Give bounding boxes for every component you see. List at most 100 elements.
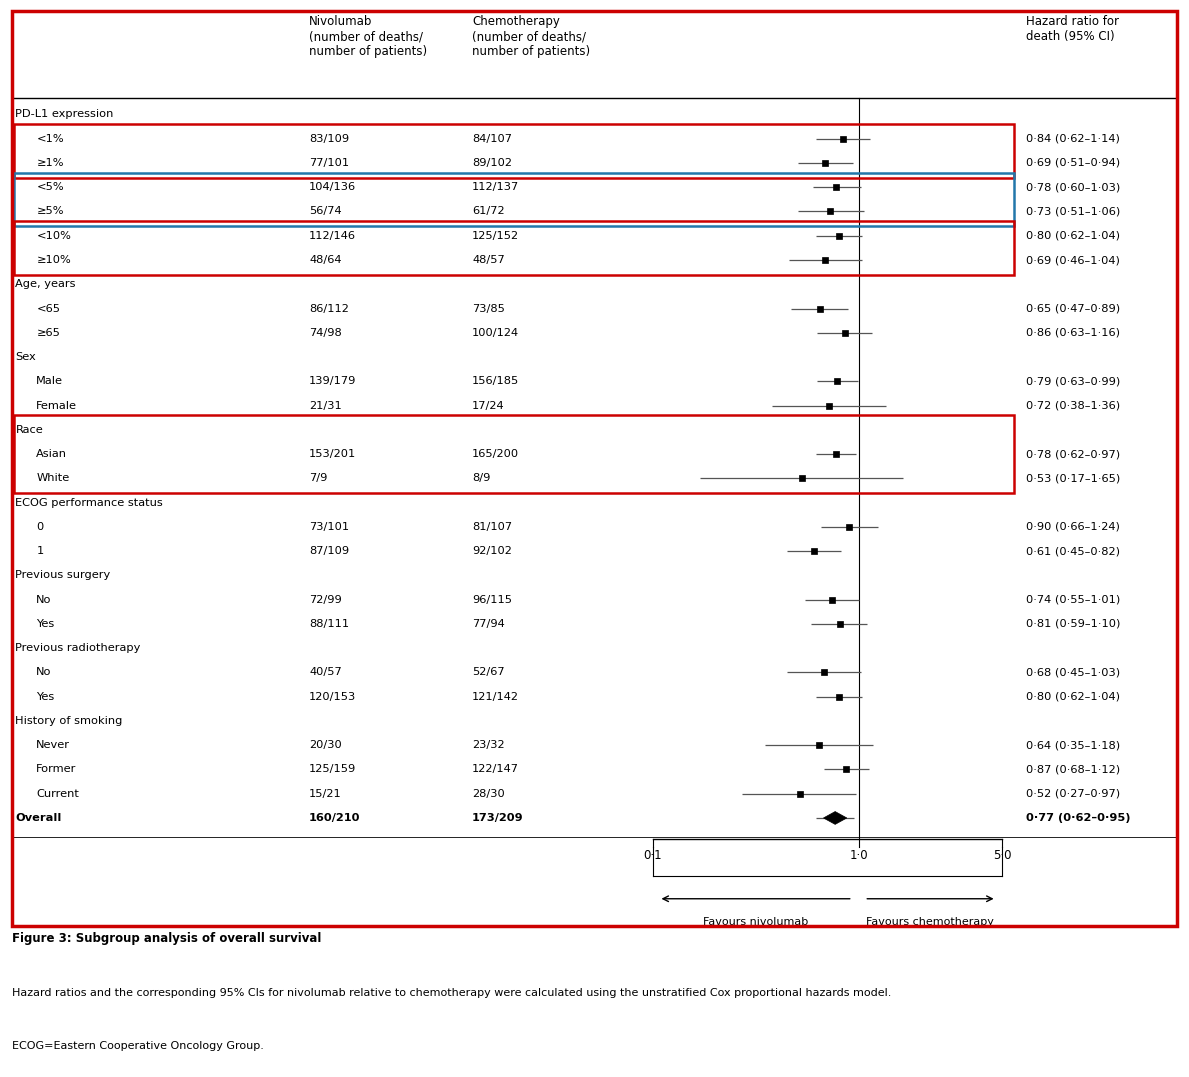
Text: Figure 3: Subgroup analysis of overall survival: Figure 3: Subgroup analysis of overall s… [12,932,321,945]
Text: 72/99: 72/99 [309,595,341,604]
Text: PD-L1 expression: PD-L1 expression [15,110,114,120]
Text: 121/142: 121/142 [472,691,520,702]
Text: 0·79 (0·63–0·99): 0·79 (0·63–0·99) [1026,376,1120,387]
Text: 96/115: 96/115 [472,595,512,604]
Text: 73/101: 73/101 [309,522,350,532]
Text: 0·73 (0·51–1·06): 0·73 (0·51–1·06) [1026,207,1120,216]
Text: Chemotherapy
(number of deaths/
number of patients): Chemotherapy (number of deaths/ number o… [472,15,590,58]
Text: Never: Never [37,740,70,751]
Text: 81/107: 81/107 [472,522,512,532]
Text: 112/137: 112/137 [472,182,520,192]
Text: <65: <65 [37,304,61,313]
Text: ≥5%: ≥5% [37,207,64,216]
Text: 83/109: 83/109 [309,134,350,143]
Text: No: No [37,668,52,677]
Text: 160/210: 160/210 [309,813,360,823]
Text: 125/159: 125/159 [309,765,357,774]
Text: 0·68 (0·45–1·03): 0·68 (0·45–1·03) [1026,668,1120,677]
Text: 86/112: 86/112 [309,304,348,313]
Text: 100/124: 100/124 [472,327,520,338]
Text: 61/72: 61/72 [472,207,505,216]
Text: 52/67: 52/67 [472,668,505,677]
Polygon shape [824,812,847,824]
Text: <10%: <10% [37,230,71,241]
Text: Age, years: Age, years [15,279,76,290]
Text: Previous radiotherapy: Previous radiotherapy [15,643,140,653]
Text: 0·69 (0·46–1·04): 0·69 (0·46–1·04) [1026,255,1120,265]
Text: Overall: Overall [15,813,62,823]
Text: 0·78 (0·62–0·97): 0·78 (0·62–0·97) [1026,449,1120,459]
Text: 122/147: 122/147 [472,765,520,774]
Text: 0·84 (0·62–1·14): 0·84 (0·62–1·14) [1026,134,1120,143]
Text: Race: Race [15,424,43,435]
Text: 0·72 (0·38–1·36): 0·72 (0·38–1·36) [1026,401,1120,410]
Text: 1: 1 [37,546,44,556]
Text: 20/30: 20/30 [309,740,341,751]
Text: ≥65: ≥65 [37,327,61,338]
Text: 0·1: 0·1 [643,850,662,863]
Text: 0·61 (0·45–0·82): 0·61 (0·45–0·82) [1026,546,1120,556]
Text: 15/21: 15/21 [309,788,341,799]
Text: 1·0: 1·0 [849,850,868,863]
Text: 7/9: 7/9 [309,473,327,484]
Text: 89/102: 89/102 [472,158,512,168]
Text: 0·74 (0·55–1·01): 0·74 (0·55–1·01) [1026,595,1120,604]
Text: 0·69 (0·51–0·94): 0·69 (0·51–0·94) [1026,158,1120,168]
Text: 48/57: 48/57 [472,255,505,265]
Text: 0·65 (0·47–0·89): 0·65 (0·47–0·89) [1026,304,1120,313]
Text: 5·0: 5·0 [993,850,1012,863]
Text: Sex: Sex [15,352,36,362]
Text: ≥1%: ≥1% [37,158,64,168]
Text: 125/152: 125/152 [472,230,520,241]
Text: 156/185: 156/185 [472,376,520,387]
Text: <1%: <1% [37,134,64,143]
Text: 88/111: 88/111 [309,619,350,629]
Text: 74/98: 74/98 [309,327,341,338]
Text: 77/94: 77/94 [472,619,505,629]
Text: Previous surgery: Previous surgery [15,571,111,581]
Text: ≥10%: ≥10% [37,255,71,265]
Text: 0·80 (0·62–1·04): 0·80 (0·62–1·04) [1026,230,1120,241]
Text: 0·78 (0·60–1·03): 0·78 (0·60–1·03) [1026,182,1120,192]
Text: 0: 0 [37,522,44,532]
Text: White: White [37,473,70,484]
Text: ECOG=Eastern Cooperative Oncology Group.: ECOG=Eastern Cooperative Oncology Group. [12,1040,264,1051]
Text: 0·80 (0·62–1·04): 0·80 (0·62–1·04) [1026,691,1120,702]
Text: 48/64: 48/64 [309,255,341,265]
Text: ECOG performance status: ECOG performance status [15,498,163,507]
Text: 120/153: 120/153 [309,691,357,702]
Text: 73/85: 73/85 [472,304,505,313]
Text: 112/146: 112/146 [309,230,356,241]
Bar [14,124,1014,178]
Text: Male: Male [37,376,63,387]
Text: 87/109: 87/109 [309,546,350,556]
Text: 21/31: 21/31 [309,401,341,410]
Text: 173/209: 173/209 [472,813,524,823]
Text: Former: Former [37,765,77,774]
Text: 0·90 (0·66–1·24): 0·90 (0·66–1·24) [1026,522,1120,532]
Bar [14,416,1014,493]
Text: 56/74: 56/74 [309,207,341,216]
Text: 0·81 (0·59–1·10): 0·81 (0·59–1·10) [1026,619,1120,629]
Text: 153/201: 153/201 [309,449,357,459]
Text: 77/101: 77/101 [309,158,350,168]
Text: 139/179: 139/179 [309,376,357,387]
Text: 8/9: 8/9 [472,473,491,484]
Text: Hazard ratio for
death (95% CI): Hazard ratio for death (95% CI) [1026,15,1119,43]
Text: Nivolumab
(number of deaths/
number of patients): Nivolumab (number of deaths/ number of p… [309,15,427,58]
Text: 165/200: 165/200 [472,449,520,459]
Text: 28/30: 28/30 [472,788,505,799]
Text: 40/57: 40/57 [309,668,341,677]
Text: Asian: Asian [37,449,68,459]
Text: 104/136: 104/136 [309,182,357,192]
Text: History of smoking: History of smoking [15,716,122,726]
Text: 0·52 (0·27–0·97): 0·52 (0·27–0·97) [1026,788,1120,799]
Text: 0·87 (0·68–1·12): 0·87 (0·68–1·12) [1026,765,1120,774]
Bar [14,221,1014,275]
Text: Current: Current [37,788,80,799]
Text: Yes: Yes [37,691,55,702]
Text: Favours chemotherapy: Favours chemotherapy [867,917,994,927]
Text: Yes: Yes [37,619,55,629]
Text: 23/32: 23/32 [472,740,505,751]
Text: 0·86 (0·63–1·16): 0·86 (0·63–1·16) [1026,327,1120,338]
